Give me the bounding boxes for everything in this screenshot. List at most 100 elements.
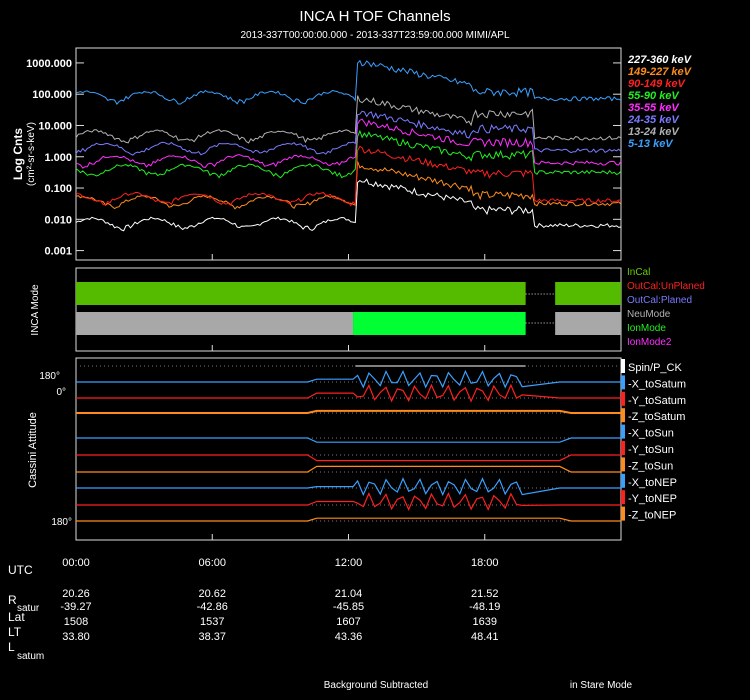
series-line-6 (75, 95, 622, 144)
attitude-tick-180-top: 180° (39, 371, 60, 382)
y-tick-label-1: 100.000 (32, 89, 72, 101)
attitude-tick-180-bottom: 180° (51, 517, 72, 528)
attitude-legend-swatch-6 (621, 457, 625, 472)
chart-subtitle: 2013-337T00:00:00.000 - 2013-337T23:59:0… (240, 30, 510, 41)
mode-legend-3: NeuMode (627, 309, 671, 320)
y-tick-label-2: 10.000 (38, 120, 72, 132)
attitude-line-2 (76, 383, 621, 403)
attitude-legend-swatch-2 (621, 391, 625, 406)
ephem-lt-1: 1537 (200, 616, 224, 628)
utc-label: UTC (8, 563, 33, 577)
series-legend-3: 55-90 keV (628, 90, 680, 102)
attitude-line-1 (76, 369, 621, 389)
row-label-lt: LT (8, 625, 22, 639)
attitude-panel-frame (75, 357, 622, 541)
mode-bar-1 (555, 282, 621, 305)
ephem-r-0: 20.26 (62, 588, 90, 600)
series-line-3 (75, 129, 622, 179)
attitude-legend-2: -Y_toSatum (628, 395, 686, 407)
attitude-legend-5: -Y_toSun (628, 444, 674, 456)
mode-panel-frame (75, 267, 622, 352)
mode-legend-2: OutCal:Planed (627, 295, 692, 306)
attitude-line-4 (76, 437, 621, 443)
mode-bar-3 (353, 312, 526, 335)
y-tick-label-0: 1000.000 (26, 58, 72, 70)
attitude-legend-0: Spin/P_CK (628, 362, 682, 374)
x-tick-label-2: 12:00 (335, 557, 363, 569)
series-legend-0: 227-360 keV (627, 54, 693, 66)
attitude-legend-1: -X_toSatum (628, 378, 686, 390)
attitude-legend-swatch-8 (621, 490, 625, 505)
y-tick-label-4: 0.100 (44, 183, 72, 195)
series-legend-1: 149-227 keV (628, 66, 693, 78)
mode-bar-2 (76, 312, 354, 335)
series-line-2 (75, 145, 622, 207)
footer-right: in Stare Mode (570, 680, 633, 691)
attitude-legend-swatch-7 (621, 473, 625, 488)
series-line-4 (75, 118, 622, 169)
mode-legend-4: IonMode (627, 323, 666, 334)
series-legend-2: 90-149 keV (628, 78, 687, 90)
attitude-panel-label: Cassini Attitude (27, 412, 39, 488)
x-tick-label-1: 06:00 (198, 557, 226, 569)
y-tick-label-6: 0.001 (44, 246, 72, 258)
y-axis-label: Log Cnts (11, 128, 25, 180)
mode-legend-5: IonMode2 (627, 337, 672, 348)
row-label-r-sub: satur (17, 603, 40, 614)
ephem-r-1: 20.62 (198, 588, 226, 600)
row-label-l: L (8, 640, 15, 654)
attitude-legend-3: -Z_toSatum (628, 411, 685, 423)
row-label-lat: Lat (8, 610, 25, 624)
attitude-legend-swatch-9 (621, 506, 625, 521)
ephem-lt-0: 1508 (64, 616, 88, 628)
attitude-line-8 (76, 491, 621, 511)
ephem-lt-2: 1607 (336, 616, 360, 628)
attitude-line-6 (76, 465, 621, 473)
mode-panel-label: INCA Mode (30, 284, 41, 336)
ephem-lat-2: -45.85 (333, 601, 364, 613)
mode-bar-0 (76, 282, 526, 305)
attitude-line-7 (76, 477, 621, 497)
spectra-panel-frame (75, 47, 622, 261)
y-tick-label-5: 0.010 (44, 214, 72, 226)
footer-left: Background Subtracted (324, 680, 429, 691)
x-tick-label-0: 00:00 (62, 557, 90, 569)
x-tick-label-3: 18:00 (471, 557, 499, 569)
attitude-legend-7: -X_toNEP (628, 477, 677, 489)
chart-title: INCA H TOF Channels (299, 8, 450, 25)
row-label-l-sub: satum (17, 651, 44, 662)
attitude-legend-8: -Y_toNEP (628, 493, 677, 505)
series-legend-7: 5-13 keV (628, 138, 674, 150)
attitude-legend-swatch-5 (621, 441, 625, 455)
attitude-tick-0: 0° (56, 387, 66, 398)
attitude-legend-swatch-3 (621, 408, 625, 423)
series-legend-5: 24-35 keV (627, 114, 680, 126)
attitude-legend-swatch-1 (621, 375, 625, 390)
attitude-legend-4: -X_toSun (628, 428, 674, 440)
ephem-r-2: 21.04 (335, 588, 363, 600)
ephem-l-0: 33.80 (62, 631, 90, 643)
attitude-line-5 (76, 454, 621, 462)
ephem-l-3: 48.41 (471, 631, 499, 643)
mode-bar-4 (555, 312, 621, 335)
y-axis-units: (cm²-sr-s-keV) (26, 122, 37, 186)
series-line-1 (75, 161, 622, 210)
attitude-legend-swatch-0 (621, 359, 625, 373)
ephem-r-3: 21.52 (471, 588, 499, 600)
attitude-legend-6: -Z_toSun (628, 460, 673, 472)
row-label-r: R (8, 593, 17, 607)
series-legend-6: 13-24 keV (628, 126, 680, 138)
attitude-line-3 (76, 409, 621, 414)
ephem-lat-1: -42.86 (197, 601, 228, 613)
attitude-legend-swatch-4 (621, 424, 625, 439)
y-tick-label-3: 1.000 (44, 152, 72, 164)
ephem-lat-0: -39.27 (60, 601, 91, 613)
series-line-0 (75, 178, 622, 232)
ephem-lat-3: -48.19 (469, 601, 500, 613)
attitude-line-9 (76, 517, 621, 522)
mode-legend-0: InCal (627, 267, 650, 278)
mode-legend-1: OutCal:UnPlaned (627, 281, 705, 292)
ephem-l-2: 43.36 (335, 631, 363, 643)
ephem-l-1: 38.37 (198, 631, 226, 643)
